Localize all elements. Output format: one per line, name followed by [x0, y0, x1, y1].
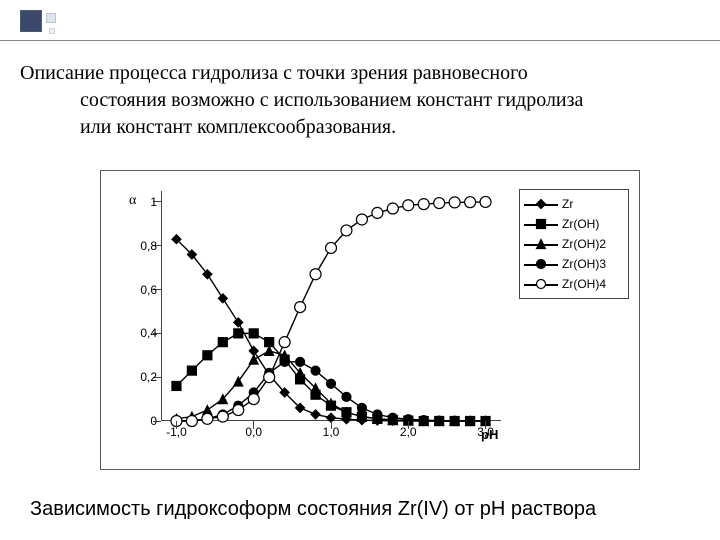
- series-marker-Zr(OH)4: [387, 203, 398, 214]
- series-marker-Zr(OH)3: [296, 357, 305, 366]
- series-marker-Zr(OH)4: [356, 214, 367, 225]
- paragraph-line3: или констант комплексообразования.: [80, 114, 680, 141]
- series-marker-Zr(OH)4: [434, 198, 445, 209]
- series-marker-Zr(OH)4: [310, 269, 321, 280]
- legend-row-Zr(OH): Zr(OH): [524, 214, 624, 234]
- series-marker-Zr(OH)4: [264, 372, 275, 383]
- y-tick-label: 0,8: [117, 239, 157, 253]
- series-marker-Zr(OH)3: [435, 416, 444, 425]
- x-tick-label: 1,0: [323, 425, 340, 439]
- series-marker-Zr(OH): [249, 329, 258, 338]
- series-marker-Zr(OH)4: [202, 413, 213, 424]
- description-paragraph: Описание процесса гидролиза с точки зрен…: [20, 60, 680, 141]
- series-marker-Zr(OH)3: [373, 410, 382, 419]
- series-marker-Zr(OH)4: [186, 416, 197, 427]
- x-tick-label: -1,0: [166, 425, 187, 439]
- legend-marker-icon: [524, 257, 558, 271]
- chart-series-svg: [161, 191, 501, 421]
- series-marker-Zr(OH): [203, 351, 212, 360]
- series-marker-Zr(OH): [172, 381, 181, 390]
- series-marker-Zr(OH)3: [466, 417, 475, 426]
- legend-row-Zr(OH)2: Zr(OH)2: [524, 234, 624, 254]
- series-marker-Zr(OH)4: [233, 405, 244, 416]
- series-marker-Zr(OH)4: [248, 394, 259, 405]
- legend-marker-icon: [524, 277, 558, 291]
- series-marker-Zr(OH)3: [311, 366, 320, 375]
- series-marker-Zr(OH)3: [280, 357, 289, 366]
- y-tick-label: 0,6: [117, 283, 157, 297]
- legend-row-Zr: Zr: [524, 194, 624, 214]
- series-marker-Zr(OH)2: [234, 377, 243, 386]
- series-marker-Zr(OH)3: [419, 416, 428, 425]
- series-marker-Zr(OH)4: [295, 302, 306, 313]
- series-marker-Zr(OH)3: [388, 413, 397, 422]
- series-marker-Zr(OH)3: [327, 379, 336, 388]
- y-tick-label: 1: [117, 195, 157, 209]
- series-marker-Zr(OH)4: [279, 337, 290, 348]
- series-marker-Zr(OH)2: [265, 346, 274, 355]
- legend-marker-icon: [524, 197, 558, 211]
- legend-label: Zr(OH): [562, 217, 599, 231]
- chart-caption: Зависимость гидроксоформ состояния Zr(IV…: [30, 498, 596, 521]
- x-tick-label: 0,0: [245, 425, 262, 439]
- legend-label: Zr(OH)2: [562, 237, 606, 251]
- series-marker-Zr(OH)4: [372, 207, 383, 218]
- y-tick-label: 0,2: [117, 370, 157, 384]
- legend-marker-icon: [524, 217, 558, 231]
- series-marker-Zr(OH)4: [418, 199, 429, 210]
- series-marker-Zr(OH): [187, 366, 196, 375]
- horizontal-rule: [0, 40, 720, 41]
- legend-label: Zr(OH)3: [562, 257, 606, 271]
- series-marker-Zr(OH)4: [326, 242, 337, 253]
- chart-legend: Zr Zr(OH) Zr(OH)2 Zr(OH)3 Zr(OH)4: [519, 189, 629, 299]
- series-marker-Zr(OH)4: [403, 200, 414, 211]
- series-marker-Zr(OH)3: [342, 392, 351, 401]
- series-marker-Zr(OH): [218, 338, 227, 347]
- paragraph-line2: состояния возможно с использованием конс…: [80, 87, 680, 114]
- series-marker-Zr(OH)4: [465, 197, 476, 208]
- series-marker-Zr(OH): [234, 329, 243, 338]
- y-tick-label: 0,4: [117, 326, 157, 340]
- x-tick-label: 2,0: [400, 425, 417, 439]
- series-marker-Zr: [234, 318, 243, 327]
- paragraph-line1: Описание процесса гидролиза с точки зрен…: [20, 62, 528, 84]
- legend-row-Zr(OH)4: Zr(OH)4: [524, 274, 624, 294]
- speciation-chart: α pH 00,20,40,60,81-1,00,01,02,03,0 ZrZr…: [100, 170, 640, 470]
- legend-label: Zr: [562, 197, 573, 211]
- series-marker-Zr: [218, 294, 227, 303]
- legend-row-Zr(OH)3: Zr(OH)3: [524, 254, 624, 274]
- series-marker-Zr(OH)3: [357, 403, 366, 412]
- y-tick-label: 0: [117, 414, 157, 428]
- legend-marker-icon: [524, 237, 558, 251]
- series-marker-Zr(OH)4: [341, 225, 352, 236]
- series-marker-Zr(OH)4: [480, 196, 491, 207]
- series-marker-Zr(OH)4: [449, 197, 460, 208]
- plot-area: 00,20,40,60,81-1,00,01,02,03,0: [161, 191, 501, 421]
- x-tick-label: 3,0: [477, 425, 494, 439]
- series-marker-Zr(OH)3: [450, 416, 459, 425]
- series-marker-Zr: [311, 410, 320, 419]
- series-marker-Zr(OH)4: [217, 411, 228, 422]
- legend-label: Zr(OH)4: [562, 277, 606, 291]
